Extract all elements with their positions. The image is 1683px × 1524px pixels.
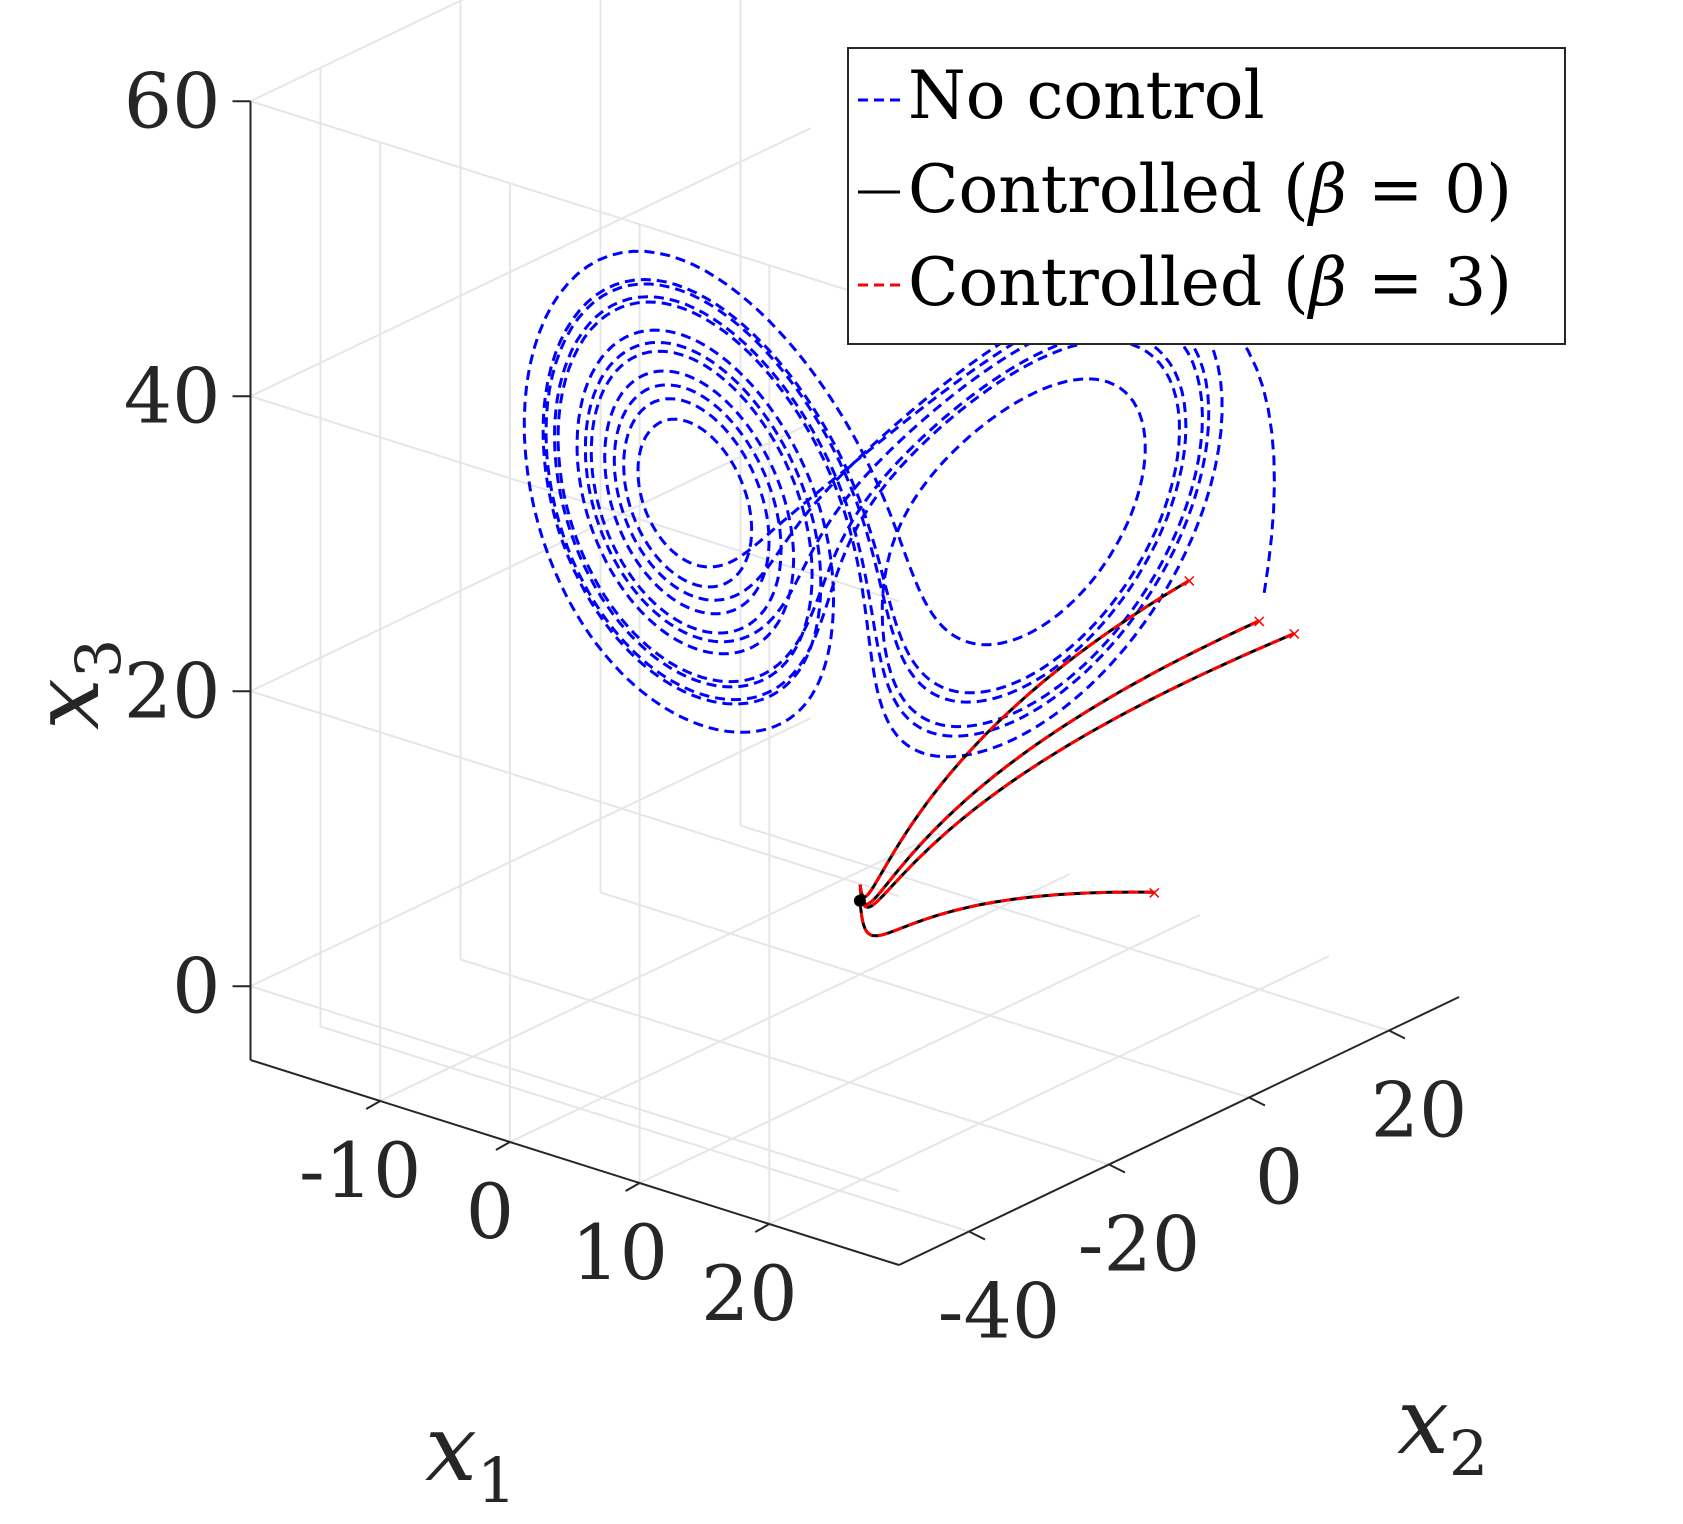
x2-tick [968,1230,986,1241]
x1-tick [495,1141,511,1151]
series-no-control [522,249,1276,759]
floor-grid-line [768,955,1330,1225]
legend-label-beta0: Controlled (β = 0) [908,151,1512,228]
series-controlled: × × × × [853,571,1302,938]
x3-tick-labels: 0 20 40 60 [124,56,221,1030]
floor-grid-line [639,914,1201,1184]
floor-grid-line [379,832,941,1102]
x2-tick [1248,1096,1266,1107]
x1-axis-label: x1 [425,1395,516,1517]
x2-tick-label: -20 [1078,1200,1200,1289]
legend: No control Controlled (β = 0) Controlled… [847,47,1566,345]
start-marker: × [1252,611,1267,632]
wall-grid-line [247,422,900,898]
start-marker: × [1182,571,1197,592]
wall-grid-line [247,127,900,603]
controlled-beta3-trajectory [858,890,1155,938]
axes [232,100,1460,1266]
x2-tick [1388,1029,1406,1040]
x3-tick-label: 0 [172,941,220,1030]
controlled-beta0-trajectory [858,619,1260,906]
legend-box [847,47,1566,345]
floor-grid-line [509,873,1071,1143]
controlled-beta3-trajectory [858,619,1260,906]
x3-tick-label: 20 [124,646,221,735]
x2-axis-label: x2 [1397,1368,1488,1490]
x1-tick [365,1100,381,1110]
x2-tick-labels: -40-20 0 20 [938,1066,1468,1356]
wall-grid-line [247,0,900,308]
x2-tick-label: 0 [1255,1133,1303,1222]
x3-tick-label: 40 [124,351,221,440]
x1-axis-line [250,1059,900,1266]
start-marker: × [1287,624,1302,645]
x2-tick-label: -40 [938,1267,1060,1356]
x1-tick-label: 10 [571,1208,668,1297]
floor-grid-line [740,824,1390,1032]
controlled-beta3-trajectory [858,579,1191,899]
x1-tick [625,1182,641,1192]
floor-grid-line [320,1025,970,1233]
x2-tick [1108,1163,1126,1174]
x1-tick-label: -10 [299,1126,421,1215]
x1-tick-label: 0 [466,1167,514,1256]
x1-tick [754,1223,770,1233]
start-marker: × [1147,882,1162,903]
wall-grid-line [247,717,900,1193]
x1-tick-labels: -10 0 10 20 [299,1126,798,1338]
grid [247,0,1390,1233]
x2-axis-line [898,996,1460,1266]
no-control-trajectory [522,249,1276,759]
floor-grid-line [460,958,1110,1166]
equilibrium-point [853,894,866,907]
legend-label-beta3: Controlled (β = 3) [908,244,1512,321]
legend-label-no-control: No control [908,57,1265,134]
x1-tick-label: 20 [701,1249,798,1338]
x2-tick-label: 20 [1371,1066,1468,1155]
x3-tick-label: 60 [124,56,221,145]
x3-axis-label: x3 [13,639,135,730]
floor-grid-line [600,891,1250,1099]
